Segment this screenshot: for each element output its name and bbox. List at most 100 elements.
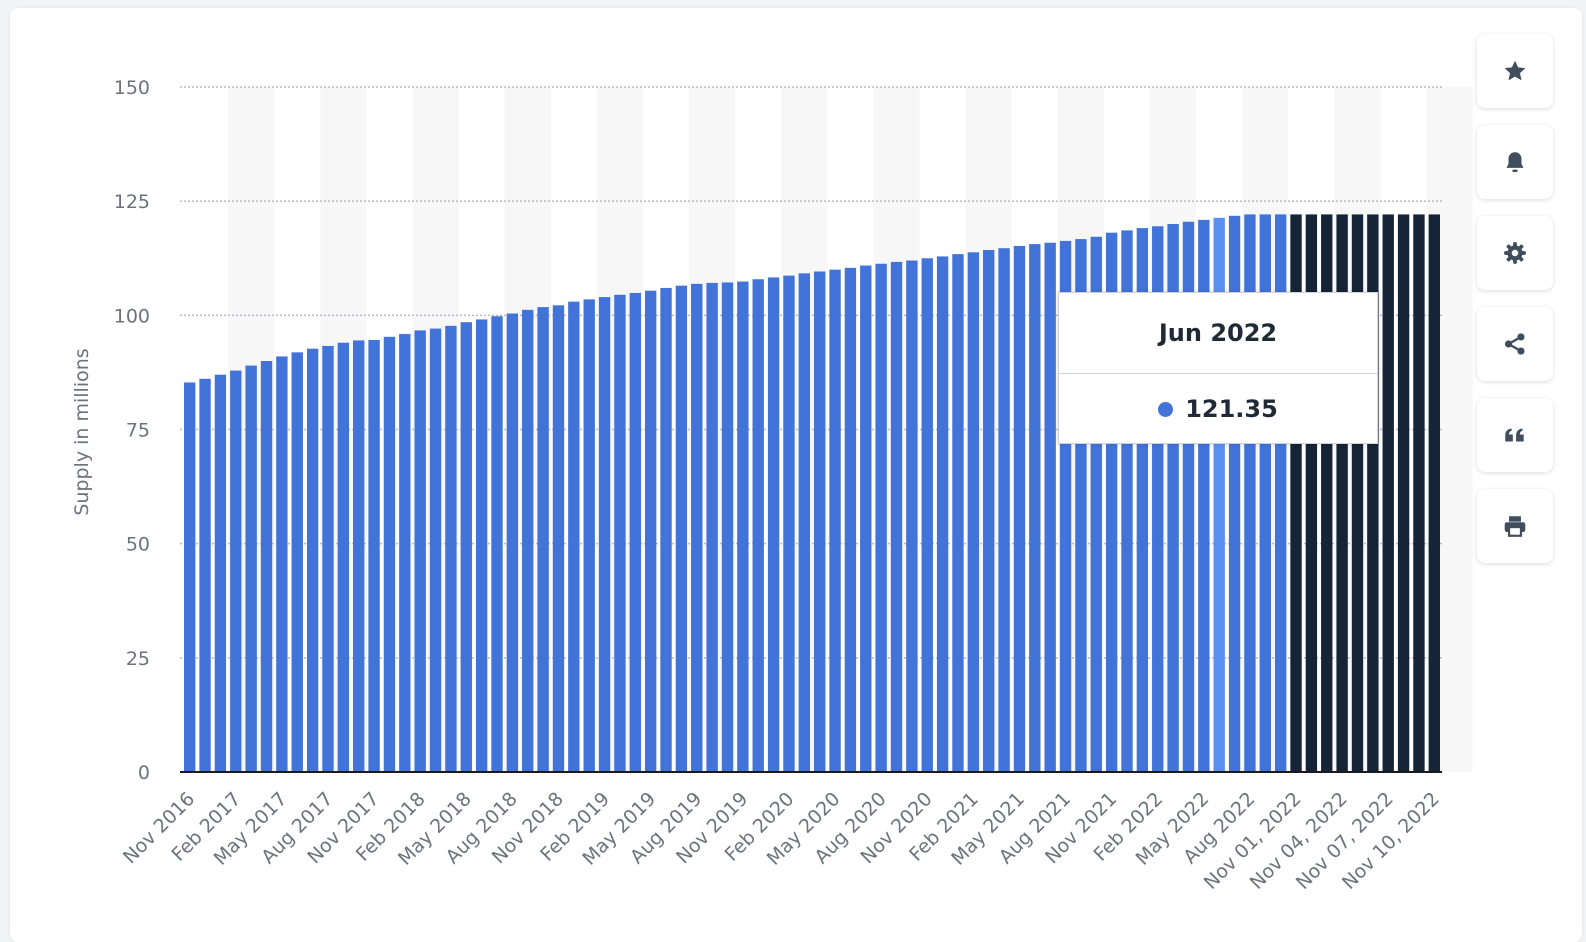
bar[interactable] <box>322 345 334 772</box>
bar[interactable] <box>1244 214 1256 772</box>
bar[interactable] <box>291 352 303 772</box>
bar[interactable] <box>598 297 611 772</box>
notification-button[interactable] <box>1477 125 1553 199</box>
bar[interactable] <box>1152 226 1164 773</box>
bar[interactable] <box>844 267 857 772</box>
bar[interactable] <box>860 265 872 772</box>
bar[interactable] <box>537 307 549 772</box>
bar[interactable] <box>798 273 811 772</box>
bar[interactable] <box>1121 230 1133 773</box>
bar[interactable] <box>475 319 488 772</box>
bar[interactable] <box>629 292 641 772</box>
bar[interactable] <box>1259 214 1271 772</box>
bar[interactable] <box>399 334 411 772</box>
bar[interactable] <box>1290 214 1302 772</box>
bar[interactable] <box>1059 240 1072 772</box>
bar[interactable] <box>1413 214 1425 772</box>
bar[interactable] <box>1075 239 1087 772</box>
bar[interactable] <box>967 252 980 772</box>
bar[interactable] <box>306 348 319 772</box>
bar[interactable] <box>998 248 1010 772</box>
bar[interactable] <box>1351 214 1364 772</box>
bar[interactable] <box>429 328 442 772</box>
y-tick-label: 150 <box>114 77 150 99</box>
bar[interactable] <box>983 250 995 772</box>
bar[interactable] <box>1198 219 1210 772</box>
bar[interactable] <box>1105 232 1118 773</box>
star-icon <box>1504 60 1526 81</box>
bar[interactable] <box>414 330 426 772</box>
print-button[interactable] <box>1477 489 1553 563</box>
bar[interactable] <box>245 365 257 772</box>
bar[interactable] <box>183 382 196 772</box>
bar[interactable] <box>783 275 795 772</box>
favorite-button[interactable] <box>1477 34 1553 108</box>
bar[interactable] <box>1044 242 1056 772</box>
bar[interactable] <box>506 313 519 772</box>
y-tick-label: 50 <box>126 534 150 556</box>
bar[interactable] <box>552 305 565 772</box>
bar[interactable] <box>921 258 933 772</box>
y-tick-label: 25 <box>126 648 150 670</box>
bar[interactable] <box>752 279 764 772</box>
bar[interactable] <box>660 287 672 772</box>
bar[interactable] <box>1213 217 1225 772</box>
bar[interactable] <box>706 282 718 772</box>
bar[interactable] <box>214 374 227 772</box>
bar[interactable] <box>644 290 657 772</box>
bar[interactable] <box>1029 244 1041 773</box>
chart-toolbar <box>1477 34 1553 580</box>
bar[interactable] <box>829 269 841 772</box>
bar[interactable] <box>813 271 826 772</box>
bar[interactable] <box>383 336 396 772</box>
bar[interactable] <box>1305 214 1318 772</box>
bar[interactable] <box>1013 245 1026 773</box>
bar[interactable] <box>522 309 534 772</box>
bar[interactable] <box>445 325 457 772</box>
tooltip-value: 121.35 <box>1185 395 1278 423</box>
y-tick-label: 75 <box>126 420 150 442</box>
bar[interactable] <box>767 277 780 772</box>
bar[interactable] <box>1090 236 1102 772</box>
bar[interactable] <box>568 301 580 772</box>
settings-button[interactable] <box>1477 216 1553 290</box>
bar[interactable] <box>1321 214 1333 772</box>
bar[interactable] <box>1428 214 1441 772</box>
bar[interactable] <box>1336 214 1348 772</box>
bar[interactable] <box>952 254 964 772</box>
bar[interactable] <box>675 285 688 772</box>
y-axis-label: Supply in millions <box>71 348 93 515</box>
bar[interactable] <box>1228 215 1241 772</box>
bar[interactable] <box>936 256 949 772</box>
bar[interactable] <box>614 294 626 772</box>
cite-button[interactable] <box>1477 398 1553 472</box>
bar[interactable] <box>1367 214 1379 772</box>
bar[interactable] <box>276 356 288 772</box>
share-icon <box>1504 333 1525 355</box>
bar[interactable] <box>460 322 472 772</box>
bar[interactable] <box>721 282 734 772</box>
bar[interactable] <box>337 342 350 772</box>
bar[interactable] <box>691 283 703 772</box>
bar[interactable] <box>906 260 918 772</box>
bar[interactable] <box>1182 221 1195 772</box>
bar[interactable] <box>737 281 749 772</box>
bar[interactable] <box>491 316 503 772</box>
bar[interactable] <box>1382 214 1394 772</box>
bar[interactable] <box>368 339 380 772</box>
bar[interactable] <box>583 299 595 772</box>
bar[interactable] <box>890 261 903 772</box>
bar[interactable] <box>353 340 365 772</box>
bar[interactable] <box>230 370 242 772</box>
bar[interactable] <box>1167 224 1179 772</box>
bar[interactable] <box>1397 214 1410 772</box>
bar[interactable] <box>875 263 887 772</box>
y-tick-labels: 0 25 50 75 100 125 150 <box>114 77 150 784</box>
bar[interactable] <box>1136 228 1149 773</box>
bar[interactable] <box>199 378 211 772</box>
bar[interactable] <box>260 361 273 772</box>
share-button[interactable] <box>1477 307 1553 381</box>
bar[interactable] <box>1274 214 1287 772</box>
